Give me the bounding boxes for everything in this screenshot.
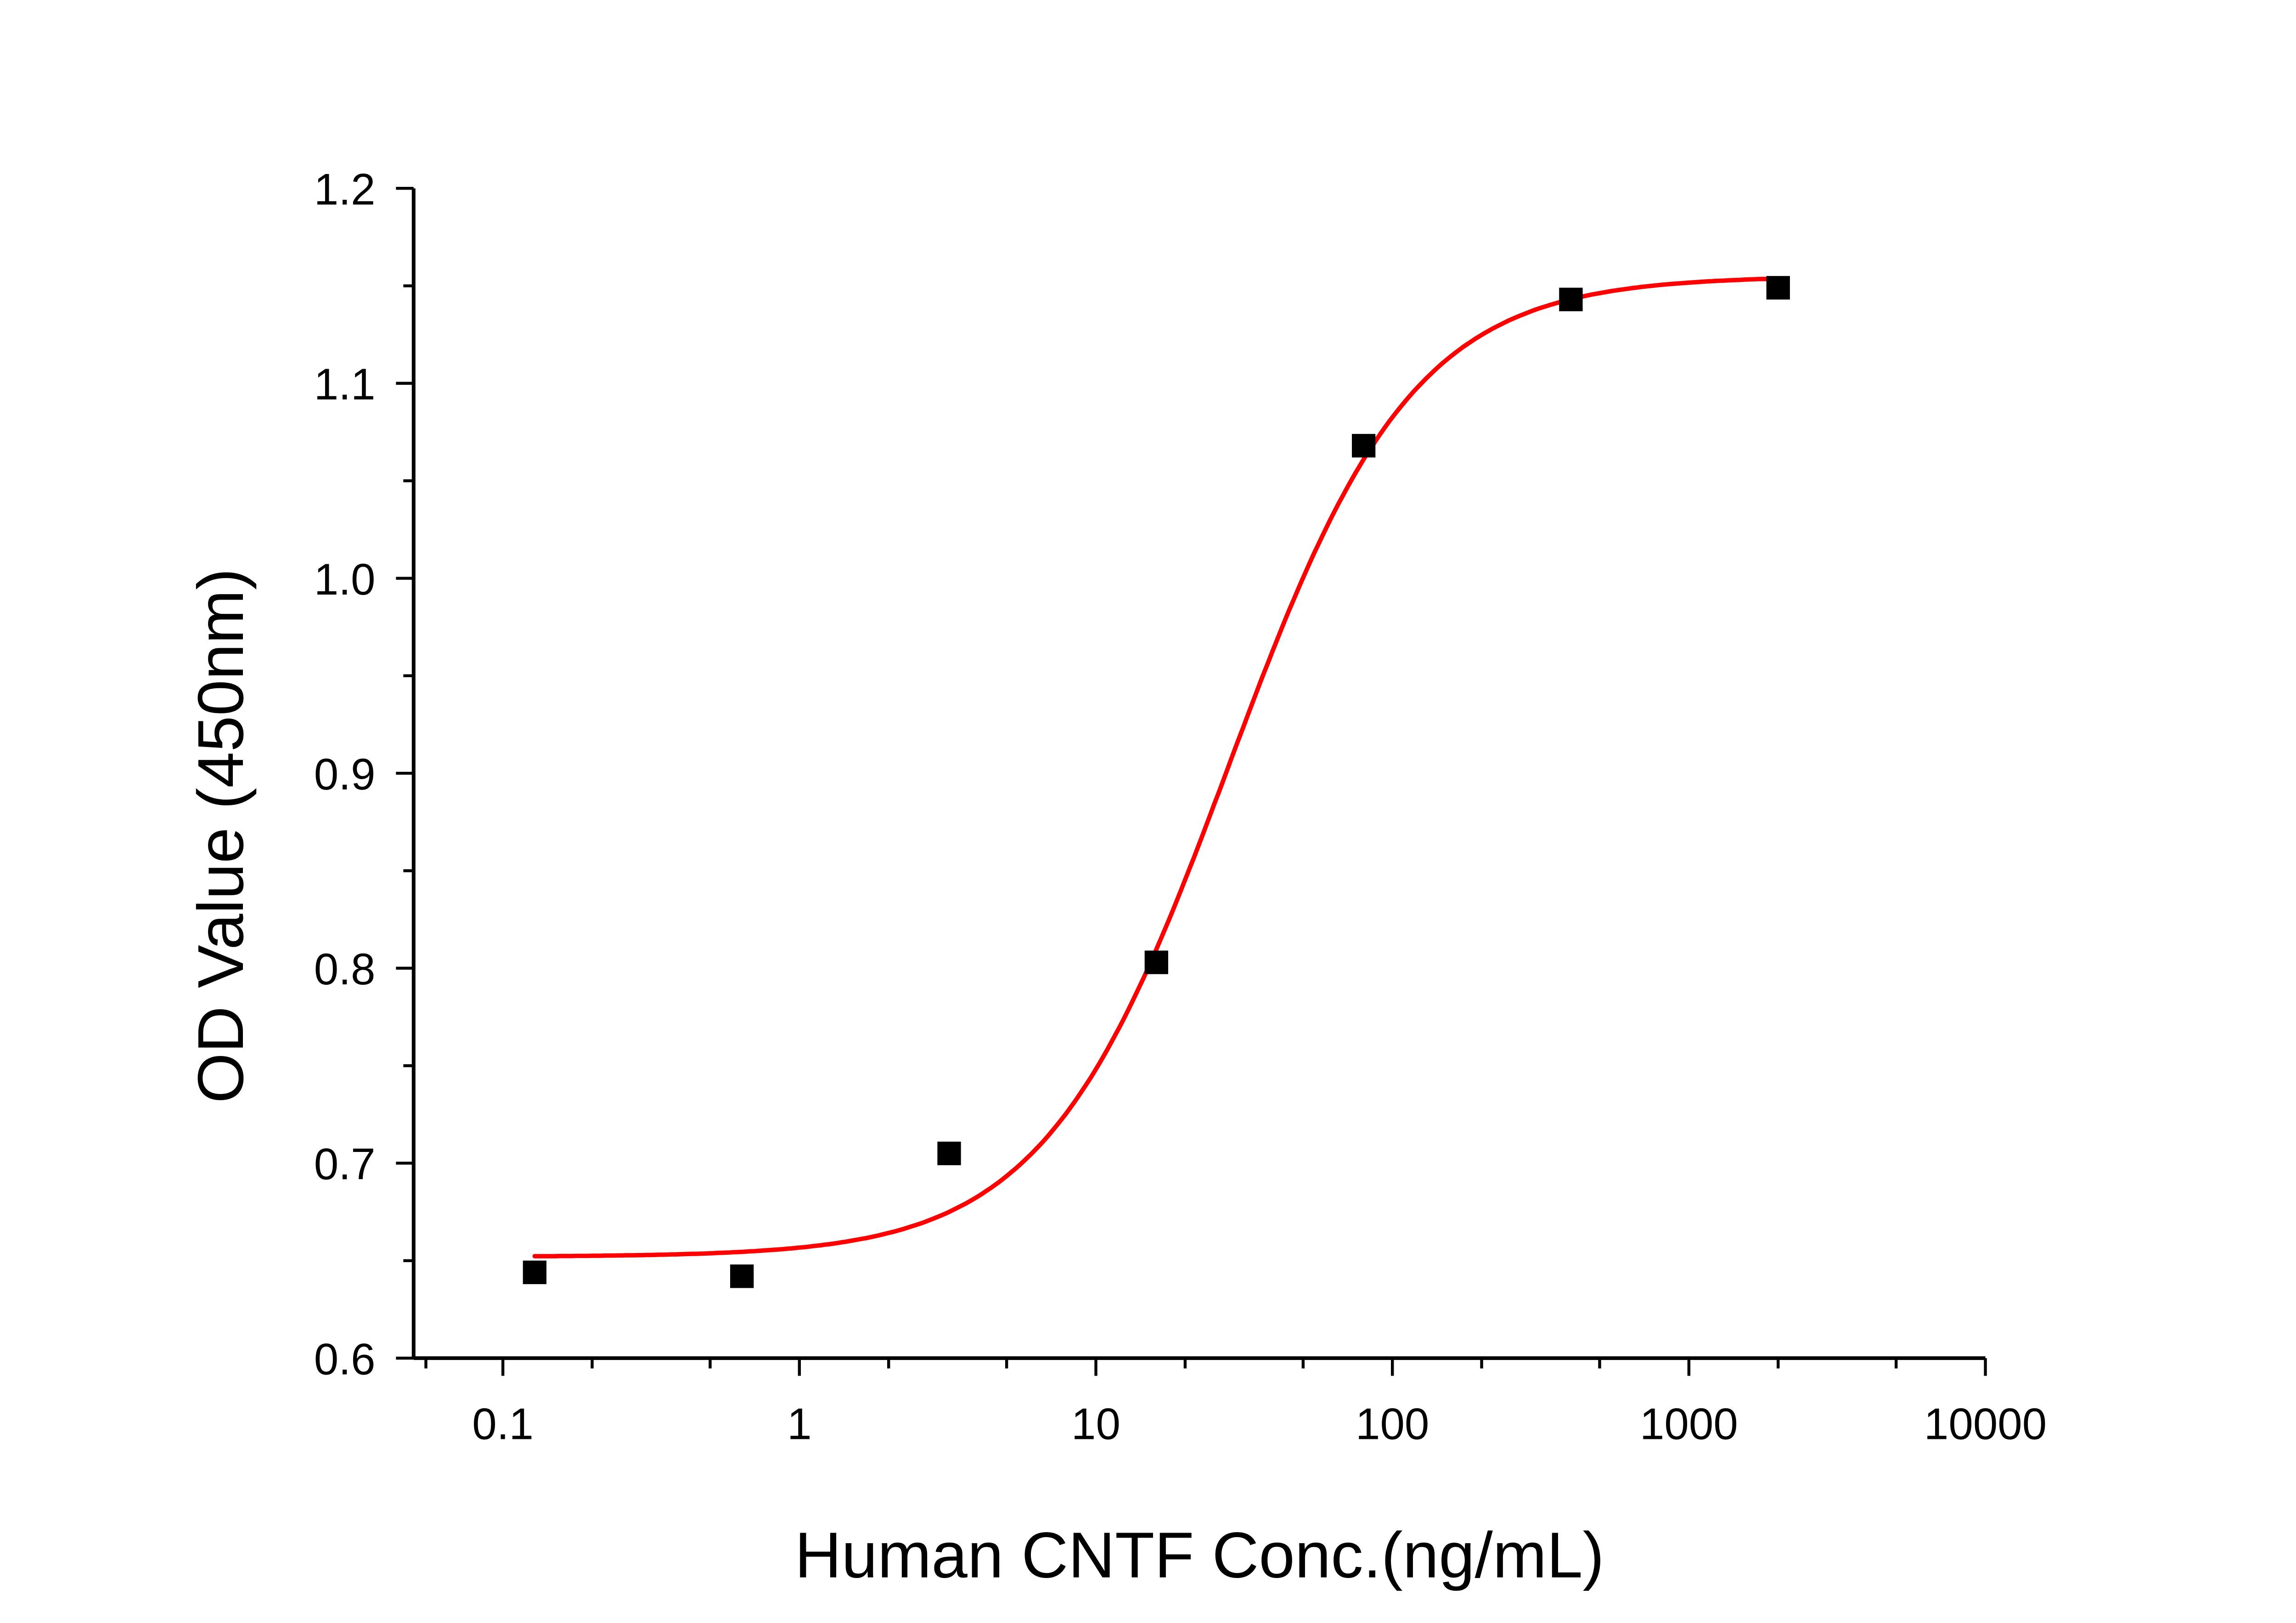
x-tick-label: 1 (787, 1399, 811, 1449)
data-point (523, 1260, 546, 1284)
y-tick-label: 1.1 (314, 360, 376, 409)
data-point (1351, 434, 1376, 458)
x-tick-label: 10000 (1924, 1399, 2047, 1449)
y-tick-label: 0.9 (314, 750, 376, 799)
y-tick-label: 0.6 (314, 1335, 376, 1384)
x-tick-label: 10 (1071, 1399, 1120, 1449)
x-tick-label: 0.1 (472, 1399, 534, 1449)
axes: 0.1 1 10 100 1000 10000 0.6 0.7 0.8 0.9 1.0 1.1 1.2 (314, 165, 2047, 1449)
data-point (730, 1264, 754, 1288)
y-tick-label: 1.0 (314, 555, 376, 604)
y-axis-title: OD Value (450nm) (184, 568, 257, 1103)
data-point (1144, 950, 1168, 974)
data-point (937, 1141, 961, 1165)
plot-area (523, 276, 1790, 1288)
y-tick-label: 1.2 (314, 165, 376, 214)
y-tick-label: 0.7 (314, 1140, 376, 1189)
y-tick-label: 0.8 (314, 945, 376, 994)
data-point (1766, 276, 1790, 300)
x-tick-label: 1000 (1640, 1399, 1738, 1449)
data-point (1559, 287, 1583, 311)
x-axis-title: Human CNTF Conc.(ng/mL) (795, 1519, 1604, 1591)
x-tick-label: 100 (1356, 1399, 1429, 1449)
fit-curve (532, 276, 1781, 1258)
